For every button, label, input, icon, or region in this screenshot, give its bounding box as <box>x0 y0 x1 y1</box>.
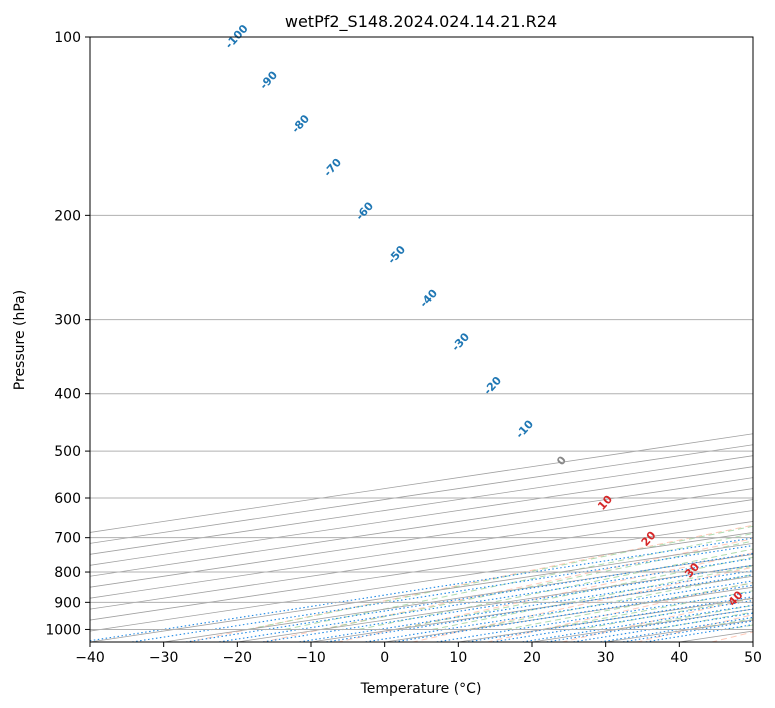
mixing-ratio-line <box>295 570 753 642</box>
mixing-ratio-line <box>361 580 753 642</box>
moist-adiabat <box>469 573 753 630</box>
mixing-ratio-line <box>322 574 753 642</box>
mixing-ratio-line <box>182 553 753 642</box>
y-tick-label: 500 <box>54 444 81 460</box>
plot-background <box>90 37 753 642</box>
moist-adiabat <box>505 582 753 630</box>
x-tick-label: 30 <box>597 650 615 666</box>
x-tick-label: 20 <box>523 650 541 666</box>
y-tick-label: 900 <box>54 595 81 611</box>
isotherm <box>90 521 753 621</box>
isotherm <box>90 499 753 599</box>
isotherm <box>90 510 753 610</box>
isotherm <box>90 455 753 555</box>
y-tick-label: 200 <box>54 208 81 224</box>
x-tick-label: 0 <box>380 650 389 666</box>
isotherm <box>90 444 753 544</box>
y-tick-label: 100 <box>54 30 81 46</box>
y-tick-label: 1000 <box>45 622 81 638</box>
chart-title: wetPf2_S148.2024.024.14.21.R24 <box>285 12 557 32</box>
y-tick-label: 700 <box>54 531 81 547</box>
pressure-gridlines <box>90 37 753 630</box>
profile-lines <box>762 37 775 602</box>
x-tick-label: 50 <box>744 650 762 666</box>
moist-adiabat <box>764 37 775 629</box>
y-tick-label: 300 <box>54 313 81 329</box>
y-tick-label: 600 <box>54 491 81 507</box>
y-tick-label: 400 <box>54 387 81 403</box>
y-axis-label: Pressure (hPa) <box>12 290 28 390</box>
dewpoint-line <box>762 37 775 602</box>
x-axis: −40 −30 −20 −10 0 10 20 30 40 50 <box>75 642 762 666</box>
x-tick-label: −10 <box>296 650 326 666</box>
x-tick-label: −40 <box>75 650 105 666</box>
plot-frame <box>89 36 754 643</box>
mixing-ratio-line <box>259 564 753 642</box>
y-tick-label: 800 <box>54 565 81 581</box>
isotherm <box>752 641 753 642</box>
x-tick-label: −30 <box>149 650 179 666</box>
isotherm <box>90 532 753 632</box>
isotherm <box>90 477 753 577</box>
x-axis-label: Temperature (°C) <box>360 681 482 697</box>
y-axis: 100 200 300 400 500 600 700 800 900 1000 <box>45 30 90 638</box>
x-tick-label: 10 <box>449 650 467 666</box>
x-tick-label: −20 <box>223 650 253 666</box>
isotherm <box>90 466 753 566</box>
x-tick-label: 40 <box>670 650 688 666</box>
isotherm <box>90 488 753 588</box>
